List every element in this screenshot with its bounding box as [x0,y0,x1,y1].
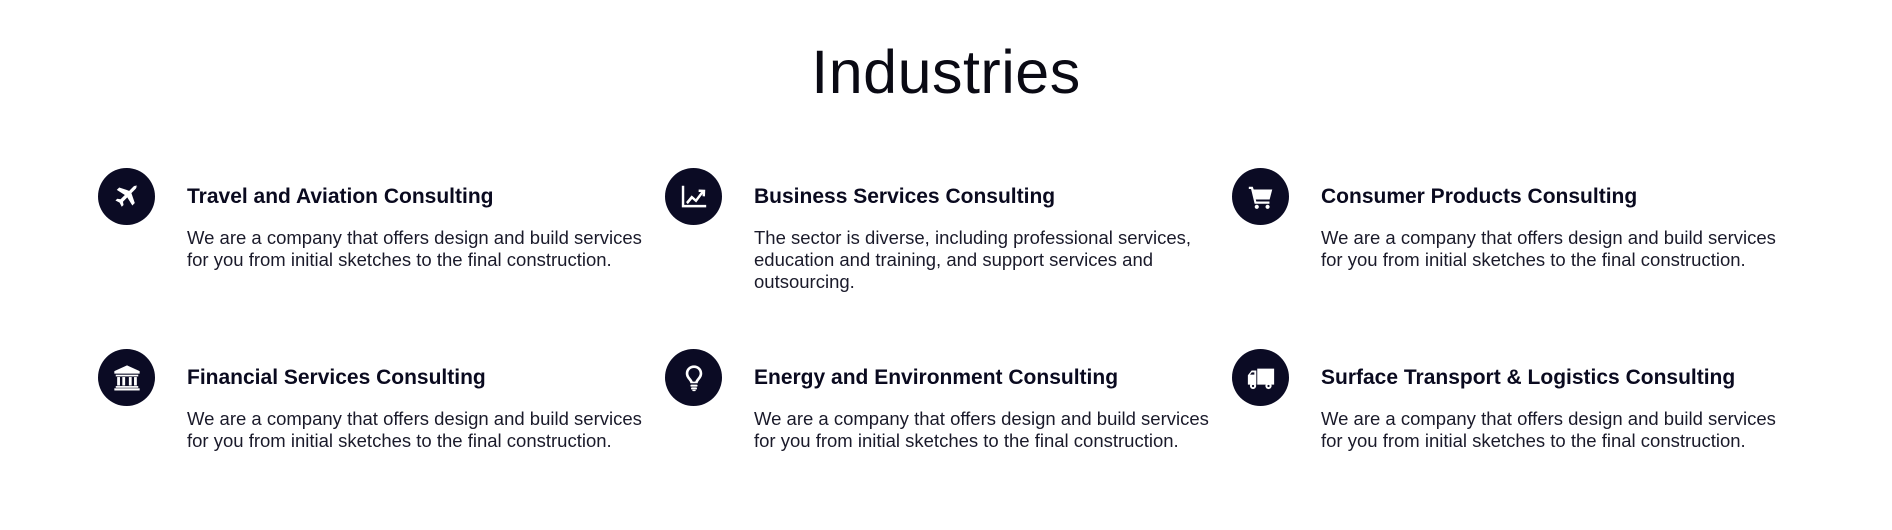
industry-title: Travel and Aviation Consulting [187,185,494,208]
chart-line-icon [665,168,722,225]
industry-description: We are a company that offers design and … [1321,227,1776,270]
industry-card-energy-environment: Energy and Environment Consulting We are… [665,349,1232,530]
industry-card-consumer-products: Consumer Products Consulting We are a co… [1232,168,1799,349]
airplane-icon [98,168,155,225]
lightbulb-icon [665,349,722,406]
industry-title: Business Services Consulting [754,185,1056,208]
industry-title: Energy and Environment Consulting [754,366,1119,389]
industry-description: We are a company that offers design and … [187,227,642,270]
shopping-cart-icon [1232,168,1289,225]
industries-section: Industries Travel and Aviation Consultin… [98,38,1776,451]
industry-card-surface-transport: Surface Transport & Logistics Consulting… [1232,349,1799,530]
industry-description: We are a company that offers design and … [1321,408,1776,451]
industry-description: We are a company that offers design and … [754,408,1209,451]
industry-card-financial-services: Financial Services Consulting We are a c… [98,349,665,530]
industry-description: The sector is diverse, including profess… [754,227,1191,292]
industries-grid: Travel and Aviation Consulting We are a … [98,168,1798,530]
industry-title: Financial Services Consulting [187,366,486,389]
industry-description: We are a company that offers design and … [187,408,642,451]
industry-title: Consumer Products Consulting [1321,185,1638,208]
truck-icon [1232,349,1289,406]
industry-card-travel-aviation: Travel and Aviation Consulting We are a … [98,168,665,349]
section-title: Industries [811,38,1081,106]
industry-card-business-services: Business Services Consulting The sector … [665,168,1232,349]
bank-icon [98,349,155,406]
industry-title: Surface Transport & Logistics Consulting [1321,366,1736,389]
